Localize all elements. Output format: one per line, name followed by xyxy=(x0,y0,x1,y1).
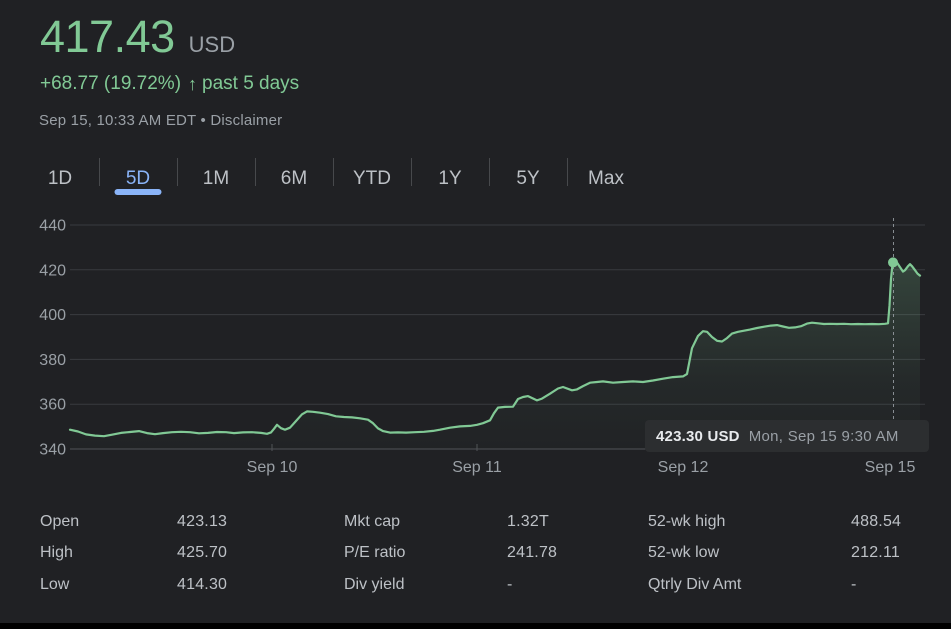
tab-ytd[interactable]: YTD xyxy=(332,155,411,195)
tab-1d[interactable]: 1D xyxy=(21,155,99,195)
stat-open: Open 423.13 xyxy=(40,512,228,530)
stat-pe-ratio: P/E ratio 241.78 xyxy=(344,544,558,562)
tab-max[interactable]: Max xyxy=(566,155,645,195)
y-axis-label: 340 xyxy=(39,442,66,459)
tooltip-price: 423.30 USD xyxy=(656,427,740,445)
stat-52wk-high: 52-wk high 488.54 xyxy=(648,512,902,530)
tooltip-time: Mon, Sep 15 9:30 AM xyxy=(748,427,899,445)
stat-52wk-low: 52-wk low 212.11 xyxy=(648,544,900,562)
tab-5d[interactable]: 5D xyxy=(98,155,177,195)
y-axis-label: 420 xyxy=(39,262,66,279)
stat-low: Low 414.30 xyxy=(40,575,228,593)
time-range-tabs: 1D 5D 1M 6M YTD 1Y 5Y Max xyxy=(21,155,645,195)
x-axis-label: Sep 11 xyxy=(452,459,502,476)
chart-tooltip: 423.30 USD Mon, Sep 15 9:30 AM xyxy=(645,420,929,452)
current-price: 417.43 xyxy=(40,11,175,62)
stat-div-yield: Div yield - xyxy=(344,575,513,593)
price-change: +68.77 (19.72%) xyxy=(40,73,182,94)
tab-1y[interactable]: 1Y xyxy=(410,155,489,195)
x-axis-label: Sep 15 xyxy=(865,459,916,476)
tab-6m[interactable]: 6M xyxy=(254,155,333,195)
timestamp: Sep 15, 10:33 AM EDT xyxy=(39,112,197,129)
area-fill xyxy=(70,260,920,449)
stats-column-valuation: Mkt cap 1.32T P/E ratio 241.78 Div yield… xyxy=(344,506,557,601)
x-axis-label: Sep 10 xyxy=(247,459,298,476)
x-axis-label: Sep 12 xyxy=(658,459,709,476)
stats-column-price: Open 423.13 High 425.70 Low 414.30 xyxy=(40,506,227,601)
change-period: past 5 days xyxy=(202,73,300,94)
price-header: 417.43 USD xyxy=(40,14,235,60)
price-change-row: +68.77 (19.72%) ↑ past 5 days xyxy=(40,73,299,95)
stat-high: High 425.70 xyxy=(40,544,228,562)
currency-label: USD xyxy=(188,32,236,57)
y-axis-label: 380 xyxy=(39,352,66,369)
bottom-edge-bar xyxy=(0,623,951,629)
stat-qtrly-div: Qtrly Div Amt - xyxy=(648,575,857,593)
price-line xyxy=(68,259,922,438)
tab-1m[interactable]: 1M xyxy=(176,155,255,195)
stat-mkt-cap: Mkt cap 1.32T xyxy=(344,512,549,530)
tab-5y[interactable]: 5Y xyxy=(488,155,567,195)
arrow-up-icon: ↑ xyxy=(188,73,198,94)
y-axis-label: 440 xyxy=(39,218,66,235)
separator-dot: • xyxy=(200,112,206,129)
hover-point-marker xyxy=(888,257,898,268)
disclaimer-link[interactable]: Disclaimer xyxy=(210,112,283,129)
stats-column-52wk: 52-wk high 488.54 52-wk low 212.11 Qtrly… xyxy=(648,506,901,601)
timestamp-row: Sep 15, 10:33 AM EDT • Disclaimer xyxy=(39,112,282,129)
y-axis-label: 400 xyxy=(39,307,66,324)
price-chart[interactable]: 440 420 400 380 360 340 Sep 10 Sep 11 Sep 12 Sep … xyxy=(0,205,951,480)
y-axis-label: 360 xyxy=(39,397,66,414)
